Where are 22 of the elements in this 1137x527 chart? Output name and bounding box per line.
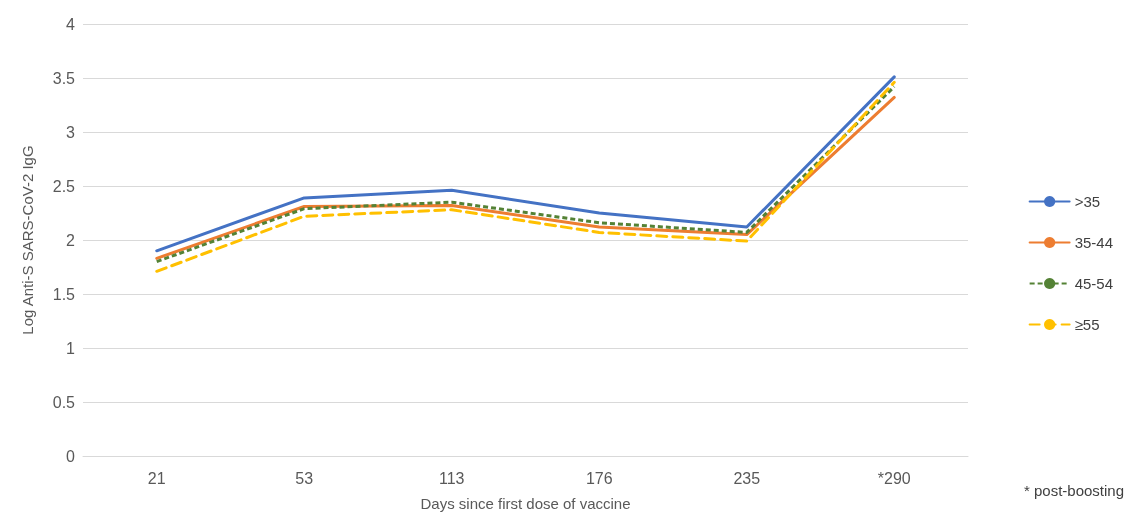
y-tick-label: 1 bbox=[66, 339, 76, 357]
legend-label: ≥55 bbox=[1074, 316, 1100, 333]
y-tick-label: 3 bbox=[66, 123, 76, 141]
y-tick-label: 1.5 bbox=[52, 285, 76, 303]
y-tick-label: 3.5 bbox=[52, 69, 76, 87]
y-tick-label: 2 bbox=[66, 231, 76, 249]
y-tick-label: 0.5 bbox=[52, 393, 76, 411]
x-tick-label: 235 bbox=[733, 469, 761, 487]
y-axis-title: Log Anti-S SARS-CoV-2 IgG bbox=[19, 145, 36, 335]
legend-label: 35-44 bbox=[1074, 234, 1114, 251]
text: * post-boosting bbox=[1023, 482, 1125, 499]
legend-label: 45-54 bbox=[1074, 275, 1114, 292]
x-tick-label: 176 bbox=[585, 469, 613, 487]
x-tick-label: 53 bbox=[295, 469, 314, 487]
x-axis-title: Days since first dose of vaccine bbox=[420, 495, 631, 512]
y-tick-label: 0 bbox=[66, 447, 76, 465]
x-tick-label: 21 bbox=[147, 469, 166, 487]
x-tick-label: *290 bbox=[877, 469, 911, 487]
y-tick-label: 4 bbox=[66, 15, 76, 33]
legend-label: >35 bbox=[1074, 193, 1101, 210]
x-tick-label: 113 bbox=[438, 469, 465, 487]
y-tick-label: 2.5 bbox=[52, 177, 76, 195]
